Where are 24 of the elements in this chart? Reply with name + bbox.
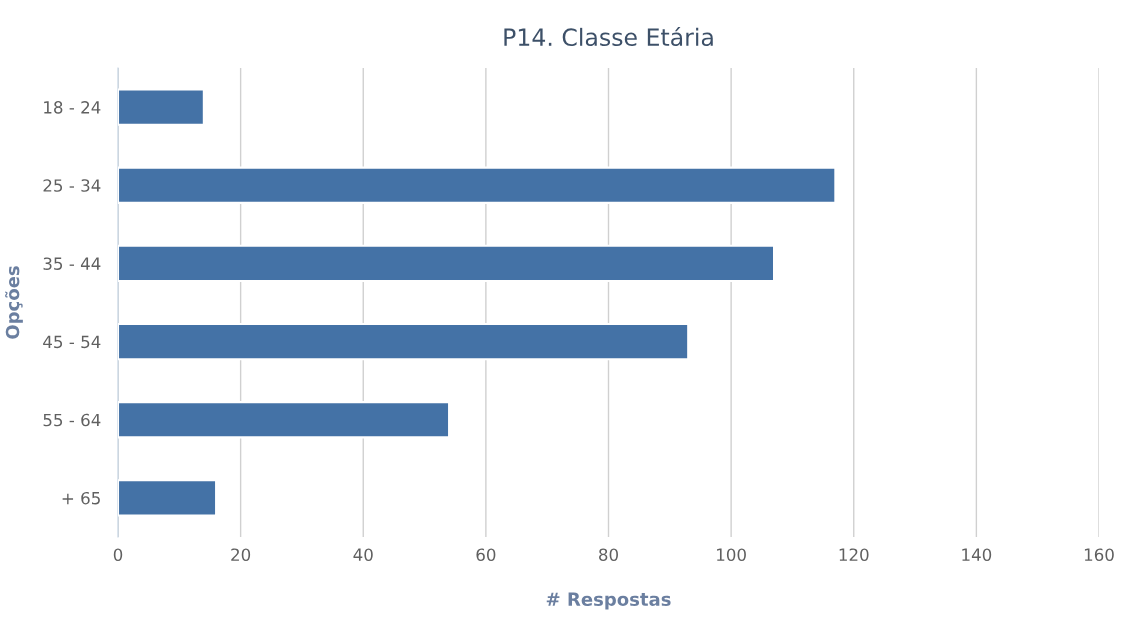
y-tick-label: 35 - 44 [43, 257, 101, 270]
y-tick-label: 55 - 64 [43, 413, 101, 427]
bar [118, 166, 837, 204]
y-tick-label: + 65 [62, 491, 100, 505]
bar [118, 244, 776, 283]
x-axis-title: # Respostas [546, 592, 671, 610]
y-tick-label: 25 - 34 [43, 179, 101, 192]
x-tick-label: 120 [839, 548, 869, 562]
bar [118, 322, 690, 361]
bar [118, 88, 205, 126]
bar [118, 401, 451, 439]
y-axis-title: Opções [5, 266, 23, 339]
y-tick-label: 45 - 54 [43, 335, 101, 349]
x-tick-label: 40 [353, 548, 373, 562]
x-tick-label: 20 [231, 548, 251, 562]
x-tick-label: 140 [962, 548, 992, 562]
x-tick-label: 80 [599, 548, 618, 562]
x-tick-label: 100 [717, 548, 746, 562]
x-tick-label: 0 [113, 548, 123, 562]
chart-title: P14. Classe Etária [504, 26, 713, 47]
y-tick-label: 18 - 24 [44, 101, 101, 114]
bar [118, 479, 218, 517]
x-tick-label: 60 [476, 548, 496, 562]
x-tick-label: 160 [1084, 548, 1114, 562]
